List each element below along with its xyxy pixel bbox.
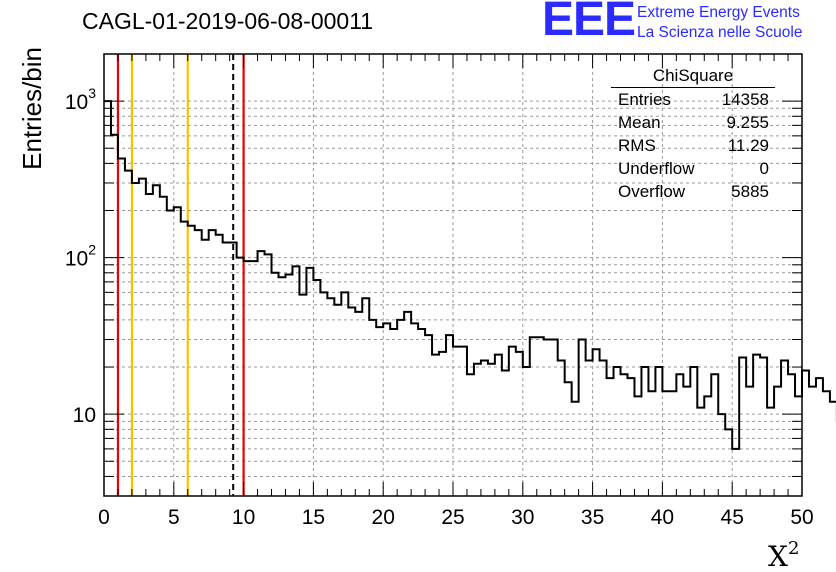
stats-row-underflow: Underflow 0 xyxy=(611,157,775,180)
stats-label: Mean xyxy=(618,113,661,132)
logo-line-1: Extreme Energy Events xyxy=(637,4,800,21)
x-tick-label: 25 xyxy=(441,506,464,529)
logo-line-2: La Scienza nelle Scuole xyxy=(637,24,803,41)
stats-box: ChiSquare Entries 14358 Mean 9.255 RMS 1… xyxy=(611,66,775,203)
x-tick-label: 15 xyxy=(302,506,325,529)
x-tick-label: 10 xyxy=(232,506,255,529)
x-tick-label: 45 xyxy=(721,506,744,529)
stats-row-mean: Mean 9.255 xyxy=(611,111,775,134)
stats-row-overflow: Overflow 5885 xyxy=(611,180,775,203)
x-tick-label: 35 xyxy=(581,506,604,529)
x-tick-label: 30 xyxy=(511,506,534,529)
stats-value: 14358 xyxy=(721,90,769,109)
y-tick-label-exponent: 2 xyxy=(88,242,96,258)
stats-value: 9.255 xyxy=(726,113,769,132)
x-tick-label: 20 xyxy=(372,506,395,529)
histogram-line xyxy=(104,100,836,450)
y-tick-label-base: 10 xyxy=(65,248,88,271)
marker-lines xyxy=(116,54,245,496)
stats-title: ChiSquare xyxy=(611,66,775,88)
chart-title: CAGL-01-2019-06-08-00011 xyxy=(82,8,374,34)
eee-logo-mark: EEE xyxy=(542,0,636,46)
stats-label: Underflow xyxy=(618,159,695,178)
stats-label: RMS xyxy=(618,136,656,155)
stats-value: 5885 xyxy=(731,182,769,201)
eee-logo: EEE Extreme Energy Events La Scienza nel… xyxy=(540,0,834,46)
grid-lines xyxy=(104,54,802,496)
y-tick-label-base: 10 xyxy=(73,404,96,427)
stats-value: 11.29 xyxy=(727,136,769,155)
x-axis-label-superscript: 2 xyxy=(788,538,799,559)
y-tick-label: 10 xyxy=(73,404,96,427)
x-tick-label: 5 xyxy=(168,506,180,529)
stats-value: 0 xyxy=(759,159,769,178)
y-tick-label-exponent: 3 xyxy=(88,85,96,101)
stats-label: Entries xyxy=(618,90,671,109)
y-tick-label: 102 xyxy=(65,242,96,271)
x-tick-label: 50 xyxy=(790,506,813,529)
x-axis-label-base: X xyxy=(768,540,788,572)
y-tick-label: 103 xyxy=(65,85,96,114)
x-tick-label: 0 xyxy=(98,506,110,529)
y-tick-label-base: 10 xyxy=(65,91,88,114)
stats-row-rms: RMS 11.29 xyxy=(611,134,775,157)
y-axis-label: Entries/bin xyxy=(17,47,47,170)
x-axis-label: X2 xyxy=(768,538,799,572)
stats-row-entries: Entries 14358 xyxy=(611,88,775,111)
stats-label: Overflow xyxy=(618,182,686,201)
x-tick-label: 40 xyxy=(651,506,674,529)
axis-ticks xyxy=(103,53,803,497)
